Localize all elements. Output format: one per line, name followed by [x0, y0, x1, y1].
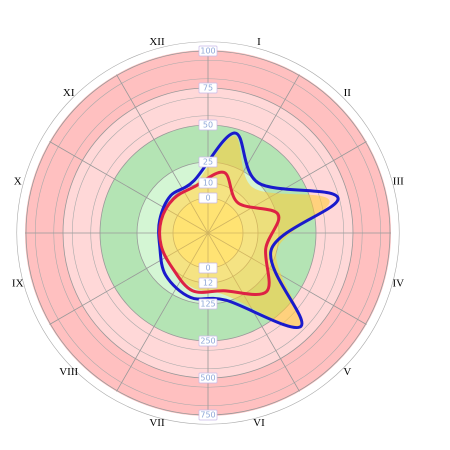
tick-label: 75 [203, 84, 213, 93]
tick-box [198, 298, 218, 310]
tick-label: 750 [200, 411, 215, 420]
tick-label: 0 [205, 194, 210, 203]
tick-box [198, 45, 218, 57]
tick-box [198, 156, 218, 168]
category-label: VII [149, 417, 165, 429]
category-label: V [343, 366, 351, 378]
category-label: VIII [59, 366, 78, 378]
tick-box [198, 192, 218, 204]
category-label: VI [253, 417, 265, 429]
tick-box [198, 82, 218, 94]
grid-circle-minor [16, 41, 400, 425]
tick-box [198, 335, 218, 347]
tick-box [198, 177, 218, 189]
category-label: X [14, 176, 22, 188]
tick-label: 0 [205, 264, 210, 273]
category-label: XI [63, 87, 75, 99]
category-label: I [257, 36, 261, 48]
tick-box [198, 277, 218, 289]
tick-label: 250 [200, 337, 215, 346]
tick-label: 125 [200, 300, 215, 309]
tick-label: 100 [200, 47, 215, 56]
category-label: III [393, 176, 404, 188]
tick-box [198, 372, 218, 384]
tick-label: 10 [203, 179, 213, 188]
tick-box [198, 119, 218, 131]
tick-label: 12 [203, 279, 213, 288]
tick-label: 500 [200, 374, 215, 383]
tick-box [198, 262, 218, 274]
category-label: II [344, 87, 352, 99]
line-series [158, 170, 281, 296]
category-label: IX [12, 278, 24, 290]
category-label: IV [392, 278, 404, 290]
tick-label: 50 [203, 121, 213, 130]
tick-label: 25 [203, 158, 213, 167]
tick-box [198, 409, 218, 421]
category-label: XII [149, 36, 165, 48]
